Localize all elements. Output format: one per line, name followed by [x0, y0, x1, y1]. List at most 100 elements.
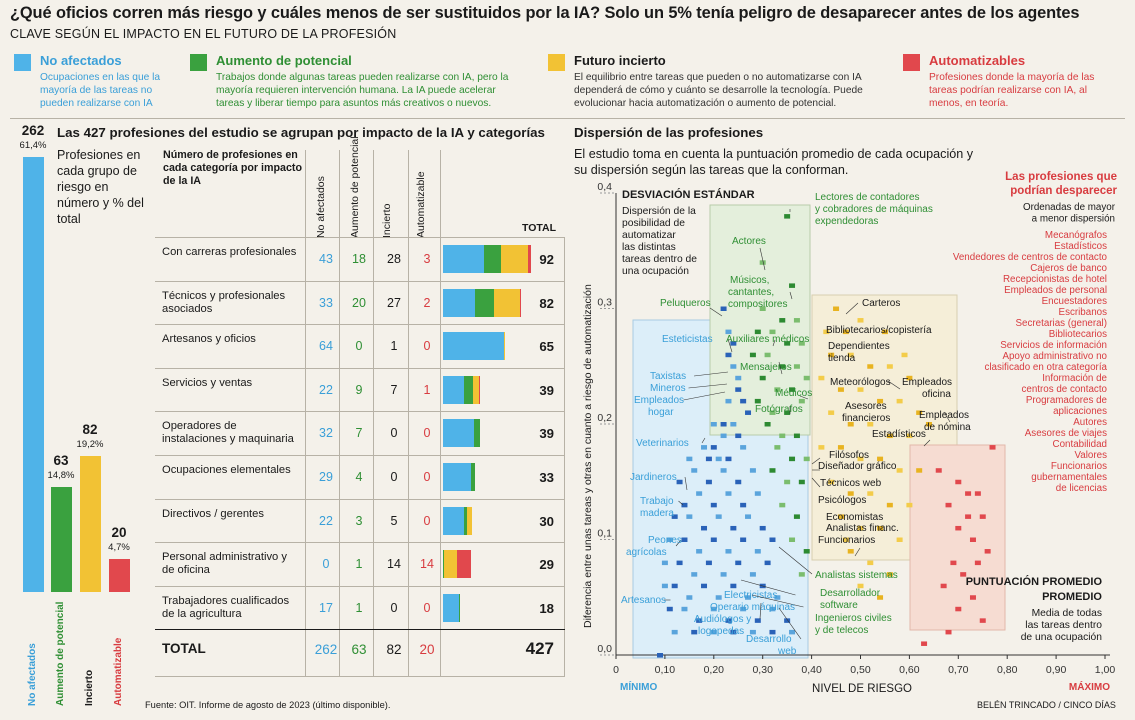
credit: BELÉN TRINCADO / CINCO DÍAS [977, 700, 1116, 710]
x-tick-label: 0,10 [655, 664, 676, 676]
leader-line [854, 547, 861, 557]
leader-line [759, 602, 762, 620]
table-row-total: 18 [539, 600, 554, 616]
scatter-point [725, 352, 732, 358]
scatter-point [789, 537, 796, 542]
scatter-point [730, 583, 737, 589]
key-desc: El equilibrio entre tareas que pueden o … [574, 72, 863, 109]
swatch-aumento [190, 54, 207, 71]
occupation-label: Trabajo [640, 496, 674, 507]
leader-line [678, 500, 684, 506]
scatter-point [769, 468, 776, 473]
table-cell: 0 [390, 426, 398, 441]
occupation-label: Analistas sistemas [815, 570, 898, 581]
occupation-label: compositores [728, 299, 787, 310]
leader-line [811, 457, 821, 465]
table-row-bar [443, 419, 474, 448]
y-tick-label: 0,0 [597, 643, 612, 655]
scatter-point [676, 479, 683, 485]
table-cell: 0 [423, 339, 431, 354]
table-cell: 3 [423, 252, 431, 266]
zone-aumento [709, 204, 811, 436]
key-desc: Ocupaciones en las que la mayoría de las… [40, 72, 161, 109]
table-total-label: TOTAL [162, 641, 206, 657]
scatter-point [857, 583, 864, 589]
scatter-point [764, 422, 771, 427]
table-row [155, 498, 565, 543]
table-cell: 0 [322, 557, 330, 572]
scatter-point [759, 306, 766, 311]
occupation-label: expendedoras [815, 216, 878, 227]
scatter-point [715, 595, 722, 600]
scatter-point [696, 618, 703, 623]
occupation-label: financieros [842, 413, 890, 424]
scatter-point [935, 468, 942, 473]
scatter-point [793, 514, 800, 519]
scatter-point [886, 433, 893, 439]
scatter-point [769, 537, 776, 542]
occupation-label: Veterinarios [636, 438, 689, 449]
x-tick-label: 0,90 [1046, 664, 1067, 676]
scatter-point [857, 387, 864, 392]
scatter-point [779, 502, 786, 508]
scatter-point [793, 433, 800, 439]
scatter-point [984, 549, 991, 554]
scatter-point [979, 618, 986, 623]
scatter-point [847, 491, 854, 496]
scatter-point [769, 329, 776, 335]
occupation-label: Psicólogos [818, 495, 866, 506]
occupation-label: Actores [732, 236, 766, 247]
table-row-bar [443, 332, 505, 361]
occupation-label: Operario máquinas [710, 602, 795, 613]
occupation-label: Dependientes [828, 341, 890, 352]
table-row-bar [474, 288, 494, 317]
table-row-total: 30 [539, 513, 554, 529]
scatter-point [720, 306, 727, 311]
scatter-point [784, 479, 791, 485]
scatter-point [735, 387, 742, 392]
occupation-label: Artesanos [621, 595, 666, 606]
desv-title: DESVIACIÓN ESTÁNDAR [622, 188, 755, 201]
y-tick-label: 0,1 [597, 528, 612, 540]
scatter-point [754, 329, 761, 335]
occupation-label: Estadísticos [872, 429, 926, 440]
scatter-point [833, 306, 840, 311]
table-cell: 4 [355, 470, 363, 484]
scatter-point [896, 537, 903, 542]
subhead: CLAVE SEGÚN EL IMPACTO EN EL FUTURO DE L… [10, 27, 397, 41]
x-tick-label: 1,00 [1095, 664, 1116, 676]
scatter-point [974, 491, 981, 496]
table-row-total: 82 [539, 295, 554, 311]
leader-line [709, 307, 723, 317]
scatter-point [749, 629, 756, 635]
leader-line [675, 539, 682, 547]
table-cell: 14 [420, 557, 434, 572]
group-pct: 14,8% [47, 470, 75, 482]
table-cell: 2 [423, 295, 431, 310]
occupation-label: Meteorólogos [830, 377, 891, 388]
table-cell: 22 [319, 382, 333, 397]
table-cell: 64 [319, 339, 333, 354]
table-row [155, 324, 565, 368]
occupation-label: y de telecos [815, 625, 868, 636]
scatter-point [803, 549, 810, 554]
group-bar [80, 455, 101, 592]
scatter-point [691, 629, 698, 635]
scatter-point [789, 387, 796, 392]
occupation-label: web [777, 646, 797, 657]
key-desc: Profesiones donde la mayoría de las tare… [929, 72, 1095, 109]
scatter-point [798, 572, 805, 577]
table-cell: 27 [387, 295, 401, 310]
scatter-point [676, 560, 683, 566]
scatter-point [877, 595, 884, 600]
scatter-point [969, 595, 976, 600]
x-tick-label: 0,20 [704, 664, 725, 676]
table-cell: 3 [355, 513, 363, 528]
scatter-point [877, 525, 884, 531]
leader-line [811, 477, 821, 488]
scatter-point [857, 525, 864, 531]
scatter-point [774, 445, 781, 450]
occupation-label: Bibliotecarios/copistería [826, 325, 932, 336]
scatter-point [735, 375, 742, 381]
leader-line [727, 338, 733, 353]
